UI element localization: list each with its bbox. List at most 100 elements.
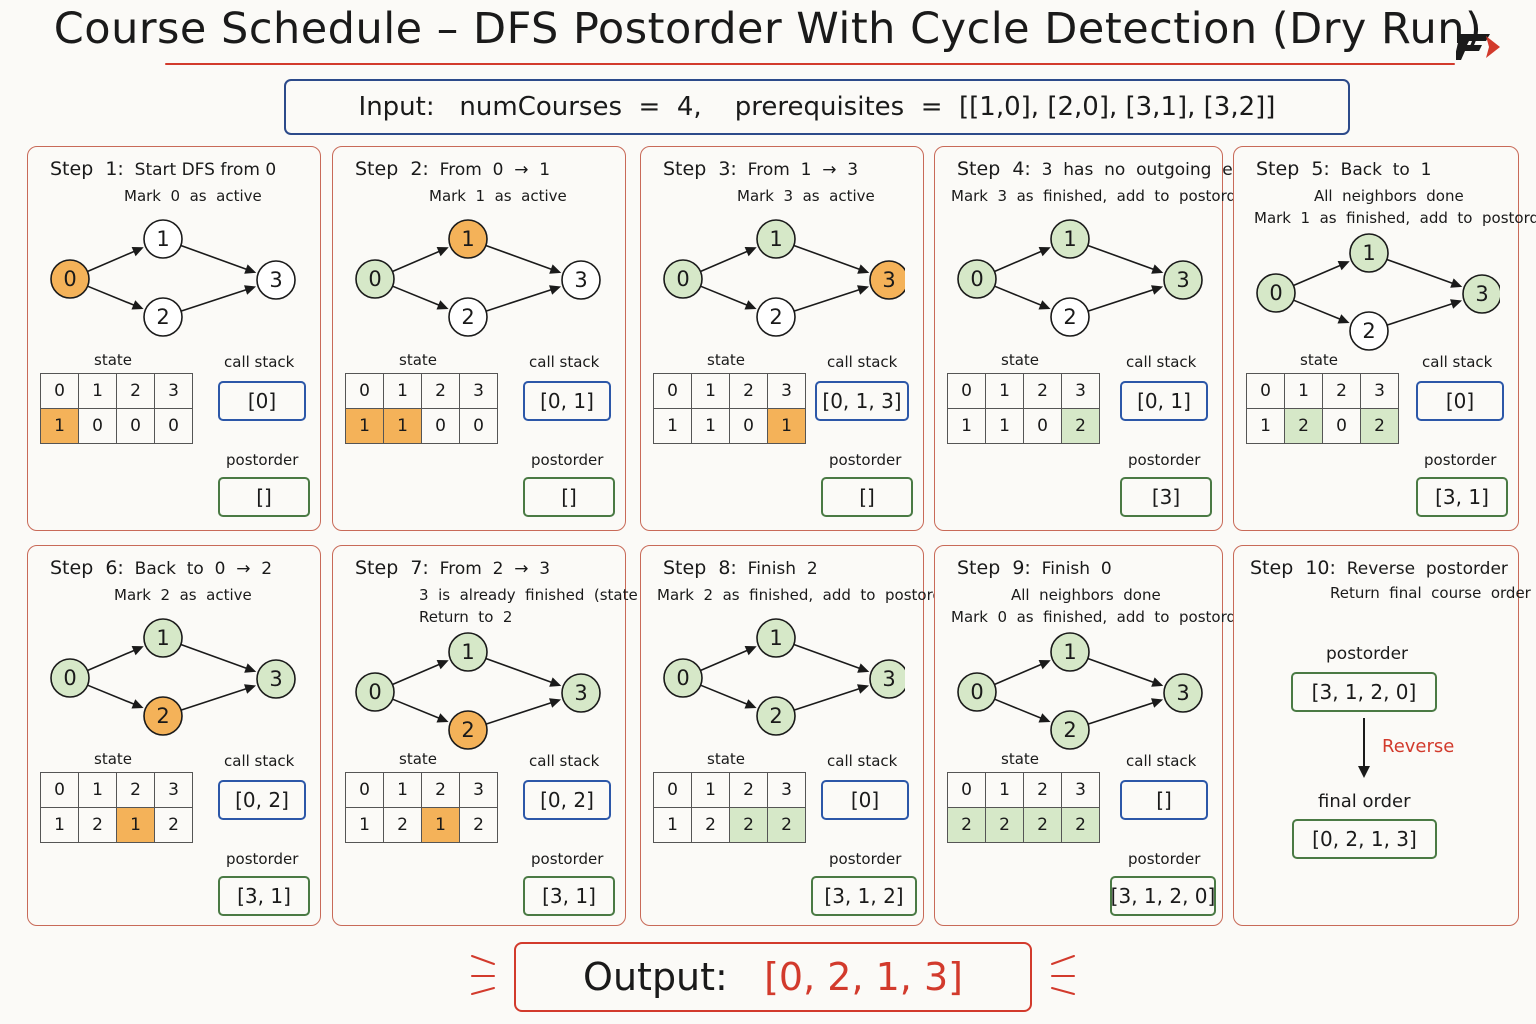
state-cell: 2 <box>78 807 117 843</box>
step-3-state-label: state <box>707 351 745 369</box>
state-index: 0 <box>947 373 986 409</box>
step-2-graph: 0 1 2 3 <box>355 219 601 337</box>
edge-2-3 <box>1087 698 1164 725</box>
step-3-heading: From 1 → 3 <box>747 160 859 180</box>
svg-text:1: 1 <box>156 626 169 650</box>
state-cell: 1 <box>116 807 155 843</box>
step-7-heading: From 2 → 3 <box>439 559 551 579</box>
state-index: 0 <box>40 373 79 409</box>
final-order-label: final order <box>1318 791 1411 812</box>
state-index: 2 <box>1322 373 1361 409</box>
step-4-state-label: state <box>1001 351 1039 369</box>
input-text: numCourses = 4, prerequisites = [[1,0], … <box>459 92 1276 122</box>
step-7-call-stack-box: [0, 2] <box>523 780 611 820</box>
edge-0-2 <box>700 285 757 310</box>
final-order-box: [0, 2, 1, 3] <box>1292 819 1437 859</box>
step-9-heading: Finish 0 <box>1041 559 1112 579</box>
svg-text:2: 2 <box>1063 305 1076 329</box>
state-cell: 0 <box>1023 408 1062 444</box>
step-3-call-stack-label: call stack <box>827 353 898 371</box>
edge-0-2 <box>87 285 144 310</box>
edge-2-3 <box>485 285 562 312</box>
step-8-panel: Step 8: Finish 2 Mark 2 as finished, add … <box>640 545 957 926</box>
state-cell: 2 <box>985 807 1024 843</box>
node-0: 0 <box>50 658 90 698</box>
step-5-postorder-box: [3, 1] <box>1416 477 1508 517</box>
output-label: Output: <box>583 955 728 999</box>
svg-text:1: 1 <box>461 227 474 251</box>
svg-text:3: 3 <box>1176 268 1189 292</box>
step-5-state-label: state <box>1300 351 1338 369</box>
state-index: 1 <box>1284 373 1323 409</box>
step-5-postorder-label: postorder <box>1424 451 1497 469</box>
step-9-postorder-label: postorder <box>1128 850 1201 868</box>
svg-text:0: 0 <box>368 267 381 291</box>
step-5-panel: Step 5: Back to 1 All neighbors done Mark … <box>1233 146 1536 531</box>
svg-text:1: 1 <box>156 227 169 251</box>
state-cell: 2 <box>729 807 768 843</box>
state-cell: 2 <box>691 807 730 843</box>
edge-2-3 <box>180 285 257 312</box>
state-index: 2 <box>421 772 460 808</box>
step-4-panel: Step 4: 3 has no outgoing edges Mark 3 as… <box>934 146 1274 531</box>
step-9-header: Step 9: Finish 0 <box>957 556 1112 581</box>
step-4-postorder-box: [3] <box>1120 477 1212 517</box>
step-1-postorder-box: [] <box>218 477 310 517</box>
state-index: 0 <box>40 772 79 808</box>
step-9-call-stack-label: call stack <box>1126 752 1197 770</box>
step-3-subtitle: Mark 3 as active <box>737 187 875 205</box>
node-1: 1 <box>1050 219 1090 259</box>
step-5-header: Step 5: Back to 1 <box>1256 157 1431 182</box>
state-index: 2 <box>729 772 768 808</box>
svg-text:0: 0 <box>63 267 76 291</box>
node-2: 2 <box>143 696 183 736</box>
svg-text:1: 1 <box>1063 640 1076 664</box>
edge-1-3 <box>1087 657 1164 687</box>
node-2: 2 <box>1050 710 1090 750</box>
step-1-number: Step 1: <box>50 158 124 180</box>
node-0: 0 <box>50 259 90 299</box>
state-index: 1 <box>383 772 422 808</box>
state-cell: 2 <box>1061 807 1100 843</box>
edge-0-2 <box>994 285 1051 310</box>
node-0: 0 <box>957 259 997 299</box>
step-4-postorder-label: postorder <box>1128 451 1201 469</box>
node-3: 3 <box>869 659 905 699</box>
state-index: 3 <box>1061 373 1100 409</box>
state-cell: 1 <box>767 408 806 444</box>
svg-text:1: 1 <box>1063 227 1076 251</box>
brand-logo-icon <box>1456 34 1500 60</box>
state-cell: 1 <box>653 807 692 843</box>
state-cell: 1 <box>421 807 460 843</box>
node-3: 3 <box>561 260 601 300</box>
step-2-subtitle: Mark 1 as active <box>429 187 567 205</box>
state-cell: 1 <box>985 408 1024 444</box>
state-cell: 2 <box>947 807 986 843</box>
right-burst-icon <box>1051 955 1075 995</box>
edge-1-3 <box>1386 258 1463 288</box>
state-index: 0 <box>653 373 692 409</box>
state-index: 0 <box>345 772 384 808</box>
edge-1-3 <box>1087 244 1164 274</box>
step-2-number: Step 2: <box>355 158 429 180</box>
state-cell: 1 <box>40 807 79 843</box>
step-2-postorder-box: [] <box>523 477 615 517</box>
node-0: 0 <box>957 672 997 712</box>
node-1: 1 <box>1050 632 1090 672</box>
state-index: 3 <box>154 772 193 808</box>
state-index: 1 <box>691 772 730 808</box>
state-cell: 2 <box>154 807 193 843</box>
step-7-graph: 0 1 2 3 <box>355 632 601 750</box>
state-cell: 2 <box>383 807 422 843</box>
edge-2-3 <box>485 698 562 725</box>
state-index: 1 <box>691 373 730 409</box>
step-8-postorder-label: postorder <box>829 850 902 868</box>
svg-text:2: 2 <box>1362 319 1375 343</box>
step-5-subtitle: All neighbors done <box>1314 187 1464 205</box>
step-4-graph: 0 1 2 3 <box>957 219 1203 337</box>
step-7-number: Step 7: <box>355 557 429 579</box>
state-cell: 0 <box>78 408 117 444</box>
